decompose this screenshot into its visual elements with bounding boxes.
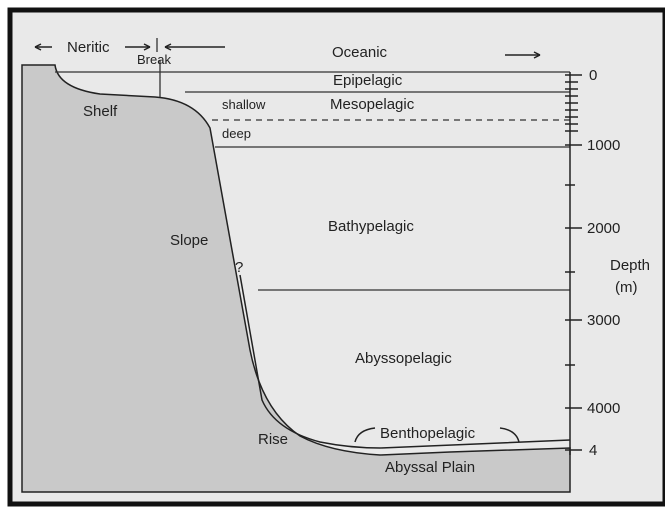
label: deep — [222, 126, 251, 141]
tick-label: 3000 — [587, 312, 620, 329]
tick-label: 0 — [589, 67, 597, 84]
tick-label: 1000 — [587, 137, 620, 154]
axis-title: Depth — [610, 257, 650, 274]
label: Benthopelagic — [380, 425, 476, 442]
label: Shelf — [83, 103, 118, 120]
axis-title: (m) — [615, 279, 638, 296]
label: shallow — [222, 97, 266, 112]
tick-label: 4 — [589, 442, 597, 459]
label: Abyssal Plain — [385, 459, 475, 476]
label: Slope — [170, 232, 208, 249]
label: Mesopelagic — [330, 96, 415, 113]
tick-label: 4000 — [587, 400, 620, 417]
label: Neritic — [67, 39, 110, 56]
label: Break — [137, 52, 171, 67]
seafloor — [21, 64, 571, 493]
label: Oceanic — [332, 44, 388, 61]
label: Abyssopelagic — [355, 350, 452, 367]
arrows — [34, 43, 541, 443]
tick-label: 2000 — [587, 220, 620, 237]
label: ? — [235, 259, 243, 276]
label: Bathypelagic — [328, 218, 414, 235]
slope-inner-line — [239, 274, 571, 449]
zone-lines — [55, 38, 570, 291]
label: Epipelagic — [333, 72, 403, 89]
depth-axis — [565, 72, 582, 455]
label: Rise — [258, 431, 288, 448]
